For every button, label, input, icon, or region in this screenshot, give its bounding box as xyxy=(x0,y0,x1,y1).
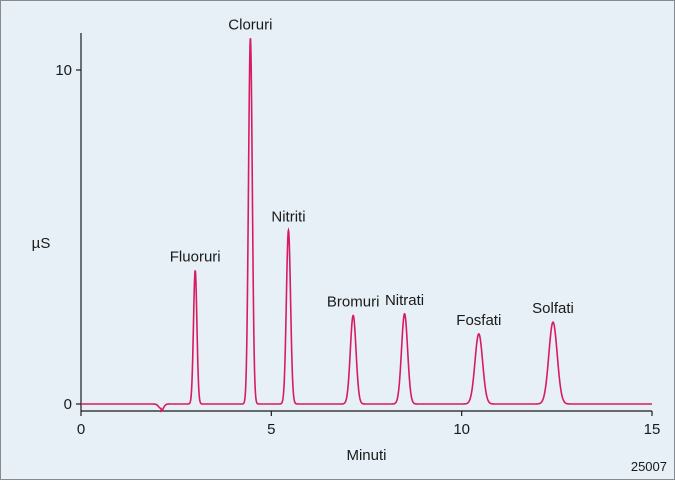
x-tick-label: 10 xyxy=(453,421,470,438)
x-tick-label: 0 xyxy=(77,421,85,438)
peak-label: Solfati xyxy=(532,300,574,317)
x-axis-label: Minuti xyxy=(346,447,386,464)
x-tick-label: 5 xyxy=(267,421,275,438)
ticks: 0 5 10 15 0 10 xyxy=(55,62,660,438)
peak-label: Bromuri xyxy=(327,293,380,310)
peak-labels: Fluoruri Cloruri Nitriti Bromuri Nitrati Fosf… xyxy=(170,16,574,329)
figure-code: 25007 xyxy=(631,459,667,474)
peak-label: Cloruri xyxy=(228,16,272,33)
peak-label: Nitrati xyxy=(385,292,424,309)
peak-label: Nitriti xyxy=(271,208,305,225)
y-axis-label: µS xyxy=(32,235,51,252)
axes xyxy=(80,33,652,412)
x-tick-label: 15 xyxy=(644,421,661,438)
peak-label: Fluoruri xyxy=(170,248,221,265)
peak-label: Fosfati xyxy=(456,312,501,329)
y-tick-label: 10 xyxy=(55,62,72,79)
signal-line xyxy=(81,38,652,413)
y-tick-label: 0 xyxy=(64,396,72,413)
